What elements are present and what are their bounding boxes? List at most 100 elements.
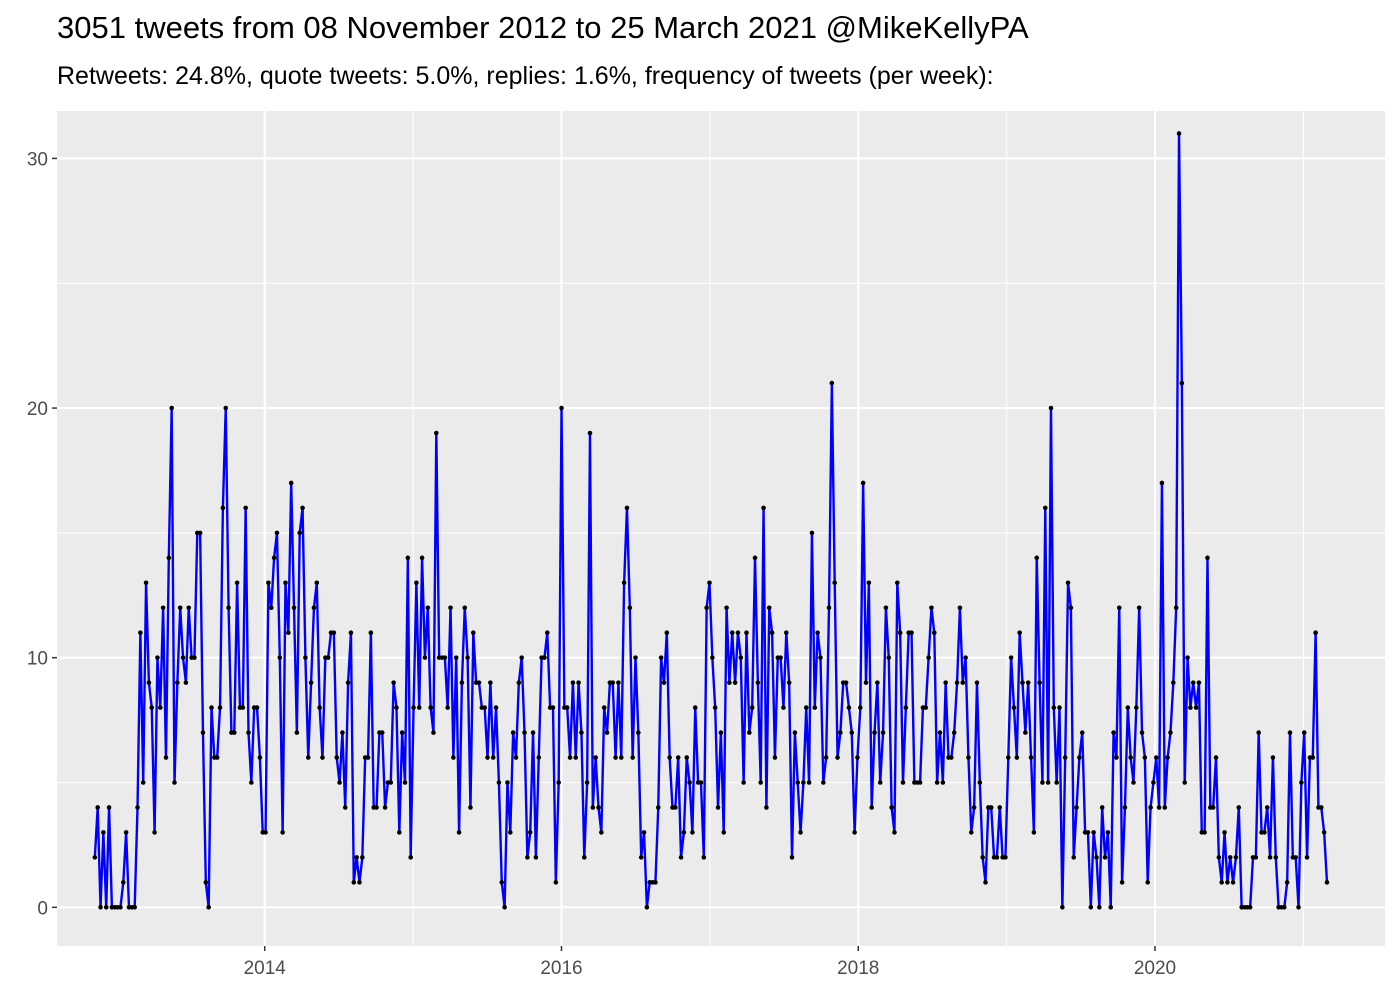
data-point: [402, 780, 408, 785]
data-point: [1319, 805, 1324, 810]
data-point: [846, 705, 852, 710]
data-point: [1111, 730, 1116, 735]
data-point: [379, 730, 385, 735]
data-point: [399, 730, 405, 735]
data-point: [954, 680, 960, 685]
data-point: [1202, 830, 1207, 835]
data-point: [442, 655, 448, 660]
data-point: [1097, 905, 1102, 910]
data-point: [448, 605, 453, 611]
data-point: [217, 705, 223, 710]
data-point: [1247, 905, 1253, 910]
data-point: [1074, 805, 1079, 810]
data-point: [618, 755, 624, 760]
data-point: [214, 755, 220, 760]
data-point: [428, 705, 433, 710]
data-point: [274, 530, 280, 536]
data-point: [832, 580, 837, 586]
data-point: [1088, 905, 1094, 910]
y-tick-label: 10: [27, 649, 48, 670]
data-point: [300, 505, 305, 511]
data-point: [932, 630, 937, 636]
data-point: [570, 680, 576, 685]
data-point: [453, 655, 459, 660]
data-point: [1253, 855, 1259, 860]
data-point: [1156, 805, 1162, 810]
data-point: [382, 805, 388, 810]
data-point: [812, 705, 818, 710]
data-point: [231, 730, 237, 735]
data-point: [271, 555, 277, 561]
data-point: [1125, 705, 1131, 710]
data-point: [320, 755, 325, 760]
data-point: [1071, 855, 1077, 860]
data-point: [1179, 380, 1185, 386]
data-point: [456, 830, 462, 835]
data-point: [1003, 855, 1008, 860]
data-point: [1287, 730, 1293, 735]
data-point: [1128, 755, 1133, 760]
data-point: [451, 755, 456, 760]
data-point: [527, 830, 533, 835]
data-point: [917, 780, 923, 785]
data-point: [553, 880, 559, 885]
data-point: [505, 780, 510, 785]
data-point: [1028, 755, 1034, 760]
data-point: [590, 805, 596, 810]
chart-title: 3051 tweets from 08 November 2012 to 25 …: [57, 10, 1029, 45]
data-point: [152, 830, 157, 835]
data-point: [516, 680, 522, 685]
data-point: [903, 705, 909, 710]
data-point: [365, 755, 371, 760]
data-point: [476, 680, 482, 685]
data-point: [971, 805, 977, 810]
data-point: [712, 705, 718, 710]
data-point: [829, 380, 835, 386]
data-point: [769, 630, 775, 636]
data-point: [118, 905, 123, 910]
data-point: [1122, 805, 1128, 810]
data-point: [414, 580, 419, 586]
data-point: [106, 805, 112, 810]
data-point: [1014, 755, 1020, 760]
data-point: [206, 905, 211, 910]
data-point: [1267, 855, 1273, 860]
data-point: [1054, 780, 1059, 785]
x-tick-label: 2018: [837, 958, 879, 979]
data-point: [1085, 830, 1091, 835]
data-point: [1165, 755, 1170, 760]
data-point: [394, 705, 399, 710]
data-point: [610, 680, 616, 685]
data-point: [1114, 755, 1119, 760]
data-point: [584, 780, 590, 785]
data-point: [872, 730, 877, 735]
data-point: [1023, 730, 1028, 735]
data-point: [140, 780, 146, 785]
data-point: [525, 855, 530, 860]
data-point: [801, 780, 806, 785]
data-point: [544, 630, 550, 636]
data-point: [749, 705, 755, 710]
data-point: [360, 855, 365, 860]
data-point: [835, 755, 840, 760]
data-point: [513, 755, 519, 760]
data-point: [499, 880, 505, 885]
data-point: [795, 780, 801, 785]
data-point: [855, 755, 860, 760]
data-point: [397, 830, 402, 835]
data-point: [157, 705, 163, 710]
data-point: [155, 655, 160, 660]
data-point: [542, 655, 547, 660]
data-point: [508, 830, 513, 835]
data-point: [943, 680, 948, 685]
data-point: [718, 730, 724, 735]
data-point: [1116, 605, 1122, 611]
data-point: [1262, 830, 1267, 835]
data-point: [1301, 730, 1307, 735]
data-point: [172, 780, 177, 785]
data-point: [1065, 580, 1071, 586]
data-point: [334, 755, 340, 760]
data-point: [624, 505, 630, 511]
data-point: [949, 755, 954, 760]
data-point: [630, 755, 635, 760]
